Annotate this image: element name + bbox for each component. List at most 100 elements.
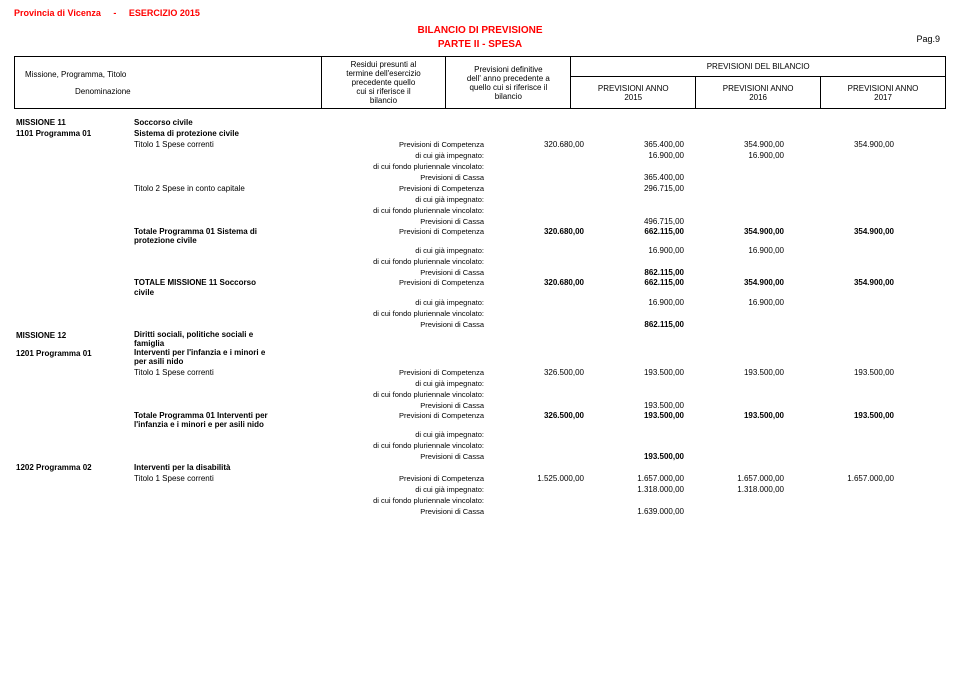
p1101-desc: Sistema di protezione civile	[134, 128, 284, 139]
m11-desc: Soccorso civile	[134, 117, 284, 128]
t1b-imp: di cui già impegnato:	[14, 378, 946, 389]
lbl-comp7: Previsioni di Competenza	[284, 473, 504, 484]
totp2-d1: Totale Programma 01 Interventi per	[134, 411, 278, 420]
totm-comp: TOTALE MISSIONE 11 Soccorso civile Previ…	[14, 278, 946, 296]
t1b-v2: 193.500,00	[604, 367, 704, 378]
totm-d1: TOTALE MISSIONE 11 Soccorso	[134, 278, 278, 287]
col-left-l2: Denominazione	[25, 87, 317, 96]
totm-imp2: 16.900,00	[604, 297, 704, 308]
missione-11: MISSIONE 11 Soccorso civile	[14, 117, 946, 128]
lbl-cassa3: Previsioni di Cassa	[284, 267, 504, 278]
t1-v1: 320.680,00	[504, 139, 604, 150]
pd3: quello cui si riferisce il	[450, 83, 566, 92]
title-2: PARTE II - SPESA	[14, 38, 946, 52]
totp-imp: di cui già impegnato: 16.900,00 16.900,0…	[14, 245, 946, 256]
y2l2: 2016	[700, 93, 816, 102]
lbl-imp7: di cui già impegnato:	[284, 484, 504, 495]
m11-code: MISSIONE 11	[14, 117, 134, 128]
t2-fondo: di cui fondo pluriennale vincolato:	[14, 205, 946, 216]
t1-v4: 354.900,00	[804, 139, 904, 150]
totp-comp: Totale Programma 01 Sistema di protezion…	[14, 227, 946, 245]
col-y3: PREVISIONI ANNO 2017	[821, 77, 946, 109]
org-name: Provincia di Vicenza	[14, 8, 101, 18]
y3l1: PREVISIONI ANNO	[825, 84, 941, 93]
totm-v3: 354.900,00	[704, 278, 804, 296]
lbl-comp3: Previsioni di Competenza	[284, 227, 504, 245]
t1b-cassa: Previsioni di Cassa 193.500,00	[14, 400, 946, 411]
header-table: Missione, Programma, Titolo Denominazion…	[14, 56, 946, 109]
r2: termine dell'esercizio	[326, 69, 442, 78]
t1c-v1: 1.525.000,00	[504, 473, 604, 484]
y3l2: 2017	[825, 93, 941, 102]
page-number: Pag.9	[916, 34, 940, 44]
y2l1: PREVISIONI ANNO	[700, 84, 816, 93]
lbl-comp: Previsioni di Competenza	[284, 139, 504, 150]
lbl-imp3: di cui già impegnato:	[284, 245, 504, 256]
t1c-fondo: di cui fondo pluriennale vincolato:	[14, 495, 946, 506]
y1l2: 2015	[575, 93, 691, 102]
t2-cassa-v: 496.715,00	[604, 216, 704, 227]
lbl-imp5: di cui già impegnato:	[284, 378, 504, 389]
totp-d2: protezione civile	[134, 236, 278, 245]
m12-desc: Diritti sociali, politiche sociali e fam…	[134, 330, 284, 348]
totp2-imp: di cui già impegnato:	[14, 429, 946, 440]
lbl-imp4: di cui già impegnato:	[284, 297, 504, 308]
t1c-v2: 1.657.000,00	[604, 473, 704, 484]
programma-1101: 1101 Programma 01 Sistema di protezione …	[14, 128, 946, 139]
totp-cassa: Previsioni di Cassa 862.115,00	[14, 267, 946, 278]
t1c-imp2: 1.318.000,00	[604, 484, 704, 495]
t1-v2: 365.400,00	[604, 139, 704, 150]
t1-imp3: 16.900,00	[704, 150, 804, 161]
pd1: Previsioni definitive	[450, 65, 566, 74]
lbl-cassa2: Previsioni di Cassa	[284, 216, 504, 227]
t1-imp: di cui già impegnato: 16.900,00 16.900,0…	[14, 150, 946, 161]
title-block: BILANCIO DI PREVISIONE PARTE II - SPESA	[14, 24, 946, 52]
lbl-comp5: Previsioni di Competenza	[284, 367, 504, 378]
p1201-d1: Interventi per l'infanzia e i minori e	[134, 348, 278, 357]
t1c-v3: 1.657.000,00	[704, 473, 804, 484]
p1101-code: 1101 Programma 01	[14, 128, 134, 139]
pd2: dell' anno precedente a	[450, 74, 566, 83]
totm-v2: 662.115,00	[604, 278, 704, 296]
totp-imp2: 16.900,00	[604, 245, 704, 256]
totm-v4: 354.900,00	[804, 278, 904, 296]
pd4: bilancio	[450, 92, 566, 101]
t1c-desc: Titolo 1 Spese correnti	[134, 473, 284, 484]
t1-cassa: Previsioni di Cassa 365.400,00	[14, 172, 946, 183]
totm-v1: 320.680,00	[504, 278, 604, 296]
lbl-fondo2: di cui fondo pluriennale vincolato:	[284, 205, 504, 216]
totp2-cassa: Previsioni di Cassa 193.500,00	[14, 451, 946, 462]
col-residui: Residui presunti al termine dell'eserciz…	[321, 57, 446, 109]
page: Provincia di Vicenza - ESERCIZIO 2015 BI…	[0, 0, 960, 675]
totp-v4: 354.900,00	[804, 227, 904, 245]
col-missione: Missione, Programma, Titolo Denominazion…	[15, 57, 322, 109]
totp2-v4: 193.500,00	[804, 411, 904, 429]
m12-d1: Diritti sociali, politiche sociali e	[134, 330, 278, 339]
t1c-imp3: 1.318.000,00	[704, 484, 804, 495]
totp2-d2: l'infanzia e i minori e per asili nido	[134, 420, 278, 429]
lbl-cassa6: Previsioni di Cassa	[284, 451, 504, 462]
t1b-fondo: di cui fondo pluriennale vincolato:	[14, 389, 946, 400]
t2-cassa: Previsioni di Cassa 496.715,00	[14, 216, 946, 227]
totp2-desc: Totale Programma 01 Interventi per l'inf…	[134, 411, 284, 429]
org-line: Provincia di Vicenza - ESERCIZIO 2015	[14, 8, 946, 18]
title-1: BILANCIO DI PREVISIONE	[14, 24, 946, 38]
p1201-d2: per asili nido	[134, 357, 278, 366]
totp-v3: 354.900,00	[704, 227, 804, 245]
totm-cassa: Previsioni di Cassa 862.115,00	[14, 319, 946, 330]
totp2-v1: 326.500,00	[504, 411, 604, 429]
t2-desc: Titolo 2 Spese in conto capitale	[134, 183, 284, 194]
p1201-code: 1201 Programma 01	[14, 348, 134, 359]
lbl-fondo: di cui fondo pluriennale vincolato:	[284, 161, 504, 172]
totm-desc: TOTALE MISSIONE 11 Soccorso civile	[134, 278, 284, 296]
totp2-comp: Totale Programma 01 Interventi per l'inf…	[14, 411, 946, 429]
body: MISSIONE 11 Soccorso civile 1101 Program…	[14, 117, 946, 517]
t1-desc: Titolo 1 Spese correnti	[134, 139, 284, 150]
sep: -	[113, 8, 116, 18]
totp-desc: Totale Programma 01 Sistema di protezion…	[134, 227, 284, 245]
totp-cassa-v: 862.115,00	[604, 267, 704, 278]
t1-cassa-v: 365.400,00	[604, 172, 704, 183]
programma-1201: 1201 Programma 01 Interventi per l'infan…	[14, 348, 946, 366]
totp-v2: 662.115,00	[604, 227, 704, 245]
year: ESERCIZIO 2015	[129, 8, 200, 18]
